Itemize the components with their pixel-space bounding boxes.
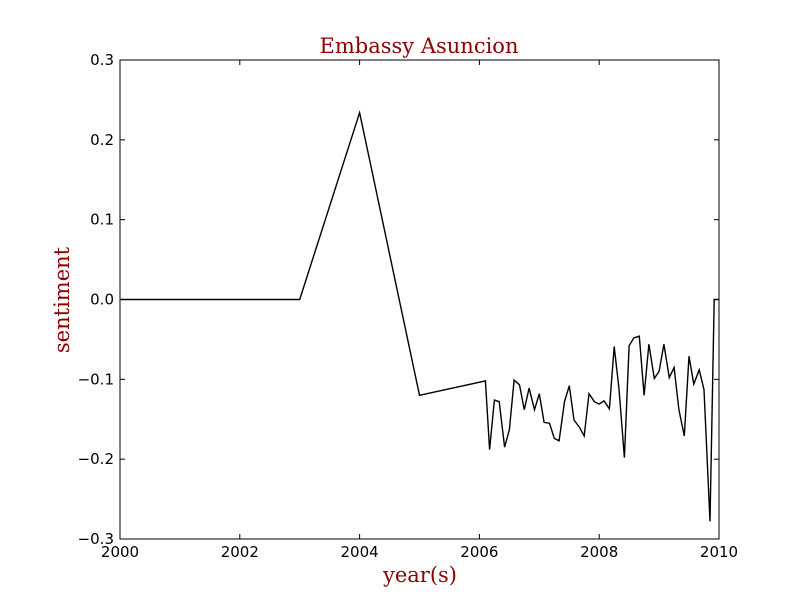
plot-frame (119, 59, 720, 540)
y-tick-label: 0.0 (90, 291, 114, 309)
x-tick-label: 2000 (101, 543, 139, 561)
series-line (120, 109, 719, 522)
y-tick-label: 0.2 (90, 131, 114, 149)
y-axis-label: sentiment (50, 246, 74, 353)
x-tick-label: 2010 (700, 543, 738, 561)
y-tick-label: −0.2 (78, 450, 114, 468)
x-tick-label: 2004 (341, 543, 379, 561)
x-tick-label: 2008 (580, 543, 618, 561)
x-axis-label: year(s) (382, 563, 457, 587)
chart-title: Embassy Asuncion (320, 34, 519, 58)
x-tick-label: 2002 (221, 543, 259, 561)
axis-ticks: 2000 2002 2004 2006 2008 2010 −0.3 −0.2 −0.1 0.0 0… (78, 51, 739, 561)
y-tick-label: −0.3 (78, 530, 114, 548)
series-layer (120, 109, 719, 522)
y-tick-label: 0.1 (90, 211, 114, 229)
x-tick-label: 2006 (460, 543, 498, 561)
y-tick-label: −0.1 (78, 370, 114, 388)
y-tick-label: 0.3 (90, 51, 114, 69)
